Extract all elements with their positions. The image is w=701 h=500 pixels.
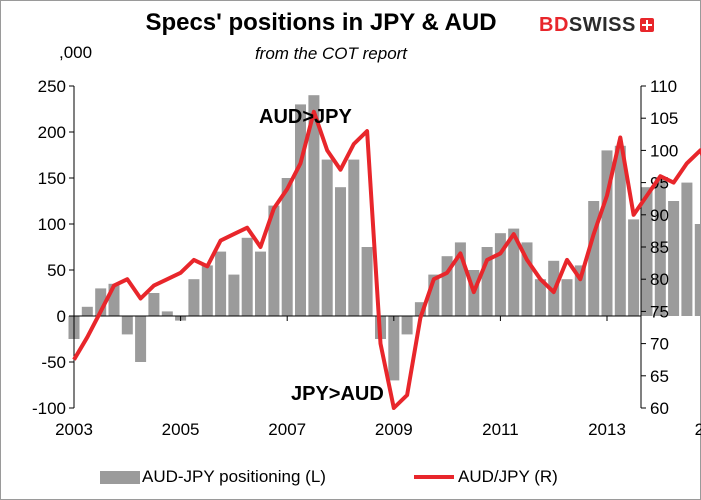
x-tick-label-1: 2005: [162, 420, 200, 439]
bar-27: [428, 274, 440, 316]
right-tick-label-9: 65: [650, 367, 669, 386]
bar-34: [521, 242, 533, 316]
annotation-aud-over-jpy: AUD>JPY: [259, 106, 352, 128]
bar-33: [508, 228, 520, 316]
logo-text-bd: BD: [539, 13, 569, 36]
left-tick-label-4: 50: [47, 261, 66, 280]
bar-40: [601, 150, 613, 316]
bar-38: [574, 265, 586, 316]
legend-label-audjpy: AUD/JPY (R): [458, 467, 558, 486]
bar-42: [628, 219, 640, 316]
bar-46: [681, 182, 693, 316]
bar-22: [361, 247, 373, 316]
bar-10: [201, 265, 213, 316]
bar-24: [388, 316, 400, 381]
right-tick-label-6: 80: [650, 270, 669, 289]
bar-6: [148, 293, 160, 316]
left-tick-label-2: 150: [38, 169, 66, 188]
legend-item-audjpy: AUD/JPY (R): [414, 467, 558, 487]
logo-text-swiss: SWISS: [568, 13, 636, 36]
bar-37: [561, 279, 573, 316]
bar-31: [481, 247, 493, 316]
left-tick-label-7: -100: [32, 399, 66, 418]
bar-25: [401, 316, 413, 335]
bar-19: [321, 159, 333, 316]
right-tick-label-7: 75: [650, 302, 669, 321]
bar-series: [68, 95, 701, 381]
bar-32: [494, 233, 506, 316]
right-tick-label-5: 85: [650, 238, 669, 257]
legend-label-positioning: AUD-JPY positioning (L): [142, 467, 326, 486]
bar-20: [335, 187, 346, 316]
brand-logo: BDSWISS: [539, 13, 654, 37]
bar-11: [215, 251, 227, 316]
bar-13: [241, 237, 253, 316]
bar-47: [694, 224, 701, 316]
bar-9: [188, 279, 200, 316]
x-tick-label-2: 2007: [268, 420, 306, 439]
right-tick-label-0: 110: [650, 77, 677, 96]
bar-21: [348, 159, 360, 316]
bar-15: [268, 205, 280, 316]
bar-35: [534, 279, 546, 316]
bar-39: [588, 201, 600, 316]
right-tick-label-8: 70: [650, 335, 669, 354]
chart-title: Specs' positions in JPY & AUD: [145, 9, 497, 36]
legend: AUD-JPY positioning (L) AUD/JPY (R): [1, 467, 701, 491]
right-tick-label-2: 100: [650, 141, 678, 160]
bar-16: [281, 178, 293, 316]
left-tick-label-5: 0: [57, 307, 66, 326]
bar-7: [161, 311, 173, 316]
legend-swatch-line: [414, 475, 454, 479]
left-axis: 250 200 150 100 50 0 -50 -100: [32, 77, 75, 418]
x-tick-label-6: 2015: [695, 420, 701, 439]
bar-29: [454, 242, 466, 316]
bar-28: [441, 256, 453, 316]
chart-subtitle: from the COT report: [254, 44, 408, 63]
x-axis: 2003200520072009201120132015201720192021: [55, 315, 701, 439]
x-tick-label-4: 2011: [482, 420, 519, 439]
legend-item-positioning: AUD-JPY positioning (L): [100, 467, 326, 487]
left-axis-units-label: ,000: [59, 43, 93, 62]
left-tick-label-1: 200: [38, 123, 66, 142]
x-tick-label-3: 2009: [375, 420, 413, 439]
bar-14: [255, 251, 266, 316]
bar-1: [81, 306, 93, 316]
bar-17: [295, 104, 306, 317]
logo-text: BDSWISS: [539, 14, 636, 37]
legend-swatch-bar: [100, 470, 140, 484]
bar-45: [668, 201, 680, 316]
bar-41: [614, 145, 626, 316]
bar-18: [308, 95, 320, 316]
right-tick-label-4: 90: [650, 206, 669, 225]
left-tick-label-3: 100: [38, 215, 66, 234]
left-tick-label-6: -50: [41, 353, 66, 372]
left-tick-label-0: 250: [38, 77, 66, 96]
bar-2: [95, 288, 107, 316]
plus-icon: [639, 18, 654, 32]
bar-44: [654, 178, 666, 316]
bar-43: [641, 187, 653, 316]
bar-26: [414, 302, 426, 316]
right-tick-label-1: 105: [650, 109, 678, 128]
right-tick-label-10: 60: [650, 399, 669, 418]
annotation-jpy-over-aud: JPY>AUD: [291, 383, 384, 405]
bar-4: [121, 316, 133, 335]
x-tick-label-5: 2013: [588, 420, 626, 439]
bar-5: [135, 316, 147, 362]
x-tick-label-0: 2003: [55, 420, 93, 439]
line-series: [72, 109, 701, 410]
bar-3: [108, 283, 120, 316]
bar-12: [228, 274, 240, 316]
